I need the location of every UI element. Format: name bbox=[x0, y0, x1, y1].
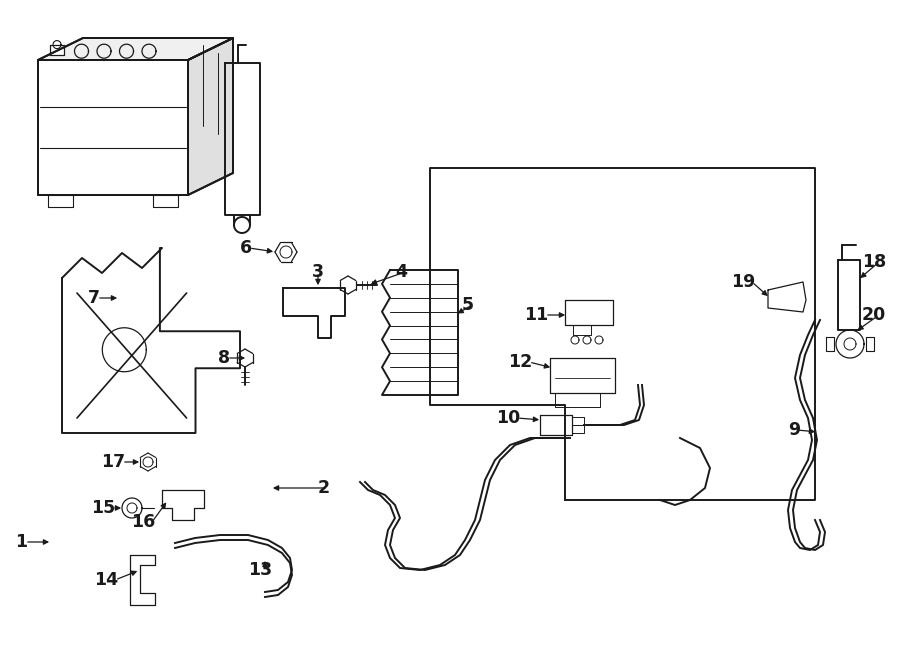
Text: 6: 6 bbox=[240, 239, 252, 257]
Text: 11: 11 bbox=[524, 306, 548, 324]
Text: 10: 10 bbox=[496, 409, 520, 427]
Text: 16: 16 bbox=[130, 513, 155, 531]
Text: 18: 18 bbox=[862, 253, 886, 271]
Text: 19: 19 bbox=[731, 273, 755, 291]
Polygon shape bbox=[188, 38, 233, 195]
Polygon shape bbox=[38, 60, 188, 195]
Text: 3: 3 bbox=[312, 263, 324, 281]
Text: 7: 7 bbox=[88, 289, 100, 307]
Text: 15: 15 bbox=[91, 499, 115, 517]
Text: 2: 2 bbox=[318, 479, 330, 497]
Text: 5: 5 bbox=[462, 296, 474, 314]
Text: 20: 20 bbox=[862, 306, 886, 324]
Polygon shape bbox=[38, 38, 233, 60]
Text: 9: 9 bbox=[788, 421, 800, 439]
Text: 4: 4 bbox=[395, 263, 407, 281]
Text: 13: 13 bbox=[248, 561, 272, 579]
Text: 8: 8 bbox=[218, 349, 230, 367]
Text: 14: 14 bbox=[94, 571, 118, 589]
Polygon shape bbox=[50, 44, 64, 55]
Text: 12: 12 bbox=[508, 353, 532, 371]
Text: 17: 17 bbox=[101, 453, 125, 471]
Text: 1: 1 bbox=[15, 533, 27, 551]
